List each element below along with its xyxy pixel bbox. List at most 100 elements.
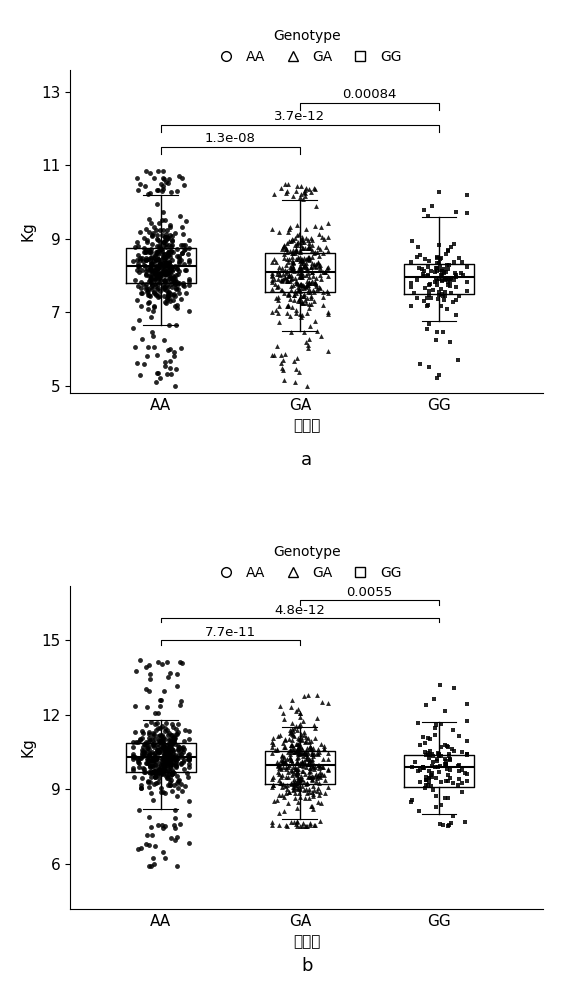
Point	[302, 733, 311, 749]
Point	[293, 761, 302, 777]
Point	[297, 186, 306, 202]
Point	[162, 770, 171, 786]
Point	[293, 818, 302, 834]
Point	[415, 356, 424, 372]
Point	[152, 764, 161, 780]
Point	[184, 793, 193, 809]
Point	[439, 288, 448, 304]
Point	[279, 711, 288, 727]
Point	[164, 175, 173, 191]
Point	[293, 178, 302, 194]
Point	[142, 740, 151, 756]
Point	[284, 287, 293, 303]
Point	[307, 242, 316, 258]
Point	[158, 731, 168, 747]
Point	[164, 727, 173, 743]
Point	[297, 232, 306, 248]
Point	[164, 288, 173, 304]
Point	[425, 276, 434, 292]
Point	[179, 237, 188, 253]
Point	[294, 226, 303, 242]
Point	[172, 858, 181, 874]
Point	[151, 247, 160, 263]
Point	[149, 751, 158, 767]
Point	[174, 253, 183, 269]
Point	[155, 283, 164, 299]
Point	[160, 257, 169, 273]
Point	[143, 348, 152, 364]
Point	[147, 324, 156, 340]
Point	[290, 263, 299, 279]
Point	[146, 250, 155, 266]
Point	[418, 759, 427, 775]
Point	[303, 290, 312, 306]
Point	[161, 785, 170, 801]
Point	[316, 767, 325, 783]
Point	[303, 260, 312, 276]
Point	[297, 307, 306, 323]
Point	[425, 743, 434, 759]
Point	[164, 279, 173, 295]
Point	[319, 741, 328, 757]
Point	[457, 784, 466, 800]
Point	[166, 273, 175, 289]
Point	[161, 267, 170, 283]
Point	[144, 858, 153, 874]
Point	[443, 242, 452, 258]
Point	[288, 188, 297, 204]
Point	[299, 267, 308, 283]
Point	[311, 759, 320, 775]
Point	[180, 237, 190, 253]
Point	[138, 743, 147, 759]
Point	[149, 736, 158, 752]
Point	[298, 240, 307, 256]
Point	[149, 746, 158, 762]
Point	[316, 758, 325, 774]
Point	[149, 284, 158, 300]
Point	[184, 254, 193, 270]
Point	[146, 288, 155, 304]
Point	[144, 242, 153, 258]
Point	[154, 251, 163, 267]
Point	[141, 242, 150, 258]
Point	[285, 221, 294, 237]
Point	[292, 816, 301, 832]
Point	[165, 751, 174, 767]
Point	[289, 774, 298, 790]
Point	[419, 268, 428, 284]
Point	[180, 761, 189, 777]
Point	[295, 705, 304, 721]
Point	[307, 753, 316, 769]
Point	[445, 748, 454, 764]
Point	[178, 170, 187, 186]
Point	[281, 265, 290, 281]
Point	[448, 775, 457, 791]
Point	[298, 758, 307, 774]
Point	[174, 276, 183, 292]
Point	[431, 332, 440, 348]
Point	[289, 744, 298, 760]
Point	[436, 816, 445, 832]
Point	[149, 219, 158, 235]
Point	[166, 777, 175, 793]
Point	[155, 764, 164, 780]
Point	[311, 244, 320, 260]
Point	[154, 736, 163, 752]
Point	[323, 283, 332, 299]
Point	[304, 745, 313, 761]
Point	[130, 339, 139, 355]
Point	[145, 756, 154, 772]
Point	[173, 666, 182, 682]
Point	[288, 740, 297, 756]
Point	[271, 276, 280, 292]
Point	[160, 747, 169, 763]
Point	[273, 754, 282, 770]
Point	[148, 281, 157, 297]
Point	[421, 747, 430, 763]
Point	[293, 763, 302, 779]
Point	[161, 279, 170, 295]
Point	[143, 737, 152, 753]
Point	[447, 815, 456, 831]
Point	[285, 219, 294, 235]
Point	[166, 744, 175, 760]
